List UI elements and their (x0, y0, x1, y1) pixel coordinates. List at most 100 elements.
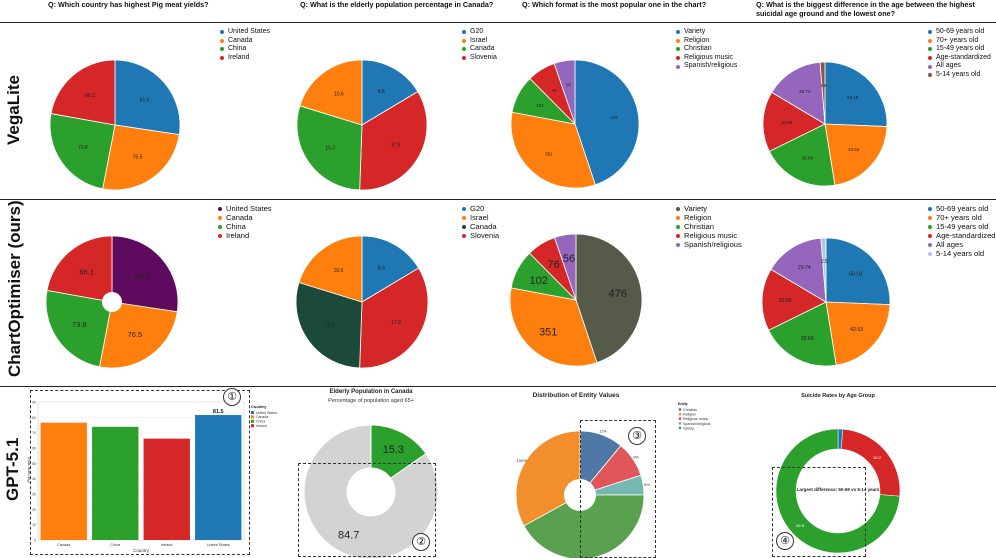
vega-suicide-label: 50.18 (847, 95, 859, 100)
opt-pig-label: 76.5 (128, 330, 143, 339)
legend-item: Religious music (676, 231, 742, 240)
gpt-bar-ytick-label: 50 (32, 462, 36, 466)
vega-format-label: 56 (566, 82, 572, 87)
vega-format-label: 476 (610, 115, 618, 120)
vega-suicide-label: 29.74 (799, 89, 811, 94)
gpt-format-legend-label: Variety (683, 426, 694, 430)
legend-vega-pig: United States Canada China Ireland (220, 28, 270, 62)
opt-format-slice (554, 233, 577, 301)
legend-item: 50-69 years old (928, 204, 996, 213)
opt-suicide-label: 29.74 (798, 265, 811, 271)
badge-4: ④ (776, 532, 794, 550)
badge-1: ① (223, 388, 241, 406)
gpt-format-label: 9% (633, 454, 639, 459)
legend-item: Christian (676, 45, 737, 54)
vega-format-label: 102 (536, 103, 544, 108)
gpt-bar-legend-label: China (256, 420, 265, 424)
opt-pig-slice (99, 301, 178, 369)
legend-item: Religious music (676, 54, 737, 63)
gpt-bar-legend-label: United States (256, 411, 277, 415)
legend-item: 15-49 years old (928, 45, 991, 54)
gpt-format-legend-swatch (678, 421, 682, 425)
opt-pig-center-hole (102, 292, 122, 312)
vega-elderly-slice (361, 59, 419, 126)
gpt-format-slice (523, 494, 645, 558)
legend-item: G20 (462, 28, 497, 37)
legend-item: Christian (676, 222, 742, 231)
opt-pig-slice (45, 289, 113, 368)
opt-suicide-slice (820, 237, 827, 303)
gpt-format-legend-swatch (678, 426, 682, 430)
opt-format-label: 351 (539, 327, 557, 339)
opt-suicide-slice (761, 268, 827, 331)
gpt-format-legend-title: Entity (678, 402, 688, 406)
opt-elderly-slice (295, 282, 363, 369)
gpt-bar-ytick-label: 20 (32, 508, 36, 512)
gpt-elderly-label: 15.3 (383, 444, 404, 456)
gpt-bar (92, 426, 139, 540)
gpt-format-legend-swatch (678, 417, 682, 421)
gpt-bar (143, 438, 190, 540)
gpt-elderly-title: Elderly Population in Canada (329, 389, 413, 395)
vega-suicide-slice (771, 61, 826, 125)
gpt-bar (195, 415, 242, 540)
opt-format-label: 56 (563, 253, 575, 265)
legend-item: 70+ years old (928, 213, 996, 222)
legend-item: Age-standardized (928, 231, 996, 240)
opt-suicide-slice (768, 301, 837, 367)
badge-2: ② (412, 533, 430, 551)
gpt-format-legend-label: Religious music (683, 417, 708, 421)
gpt-bar-ytick-label: 60 (32, 447, 36, 451)
vega-elderly-label: 15.3 (325, 145, 335, 151)
legend-item: Canada (220, 37, 270, 46)
opt-suicide-slice (770, 237, 827, 303)
highlight-box-4 (772, 467, 866, 557)
legend-item: Age-standardized (928, 54, 991, 63)
vega-suicide-slice (819, 61, 826, 125)
legend-item: G20 (462, 204, 499, 213)
gpt-bar-legend-swatch (251, 415, 254, 419)
legend-item: United States (218, 204, 272, 213)
legend-item: Ireland (218, 231, 272, 240)
question-3: Q: Which format is the most popular one … (522, 0, 707, 9)
vega-suicide-label: 30.85 (781, 120, 793, 125)
gpt-bar-xaxis-title: Country (133, 548, 150, 553)
header-divider (0, 22, 996, 23)
opt-elderly-label: 8.6 (378, 265, 385, 271)
highlight-box-2 (298, 463, 436, 557)
legend-item: Slovenia (462, 54, 497, 63)
gpt-format-slice (515, 430, 581, 527)
vega-elderly-slice (359, 91, 428, 191)
legend-item: Canada (462, 222, 499, 231)
gpt-bar-ytick-label: 0 (34, 539, 36, 543)
legend-item: Canada (218, 213, 272, 222)
legend-item: Variety (676, 204, 742, 213)
opt-elderly-slice (298, 235, 363, 303)
vega-suicide-slice (824, 61, 888, 127)
question-1: Q: Which country has highest Pig meat yi… (48, 0, 209, 9)
legend-item: All ages (928, 62, 991, 71)
gpt-bar-legend-swatch (251, 419, 254, 423)
legend-item: Israel (462, 213, 499, 222)
vega-pig-label: 81.5 (140, 97, 150, 103)
legend-item: Canada (462, 45, 497, 54)
gpt-bar-legend-swatch (251, 411, 254, 414)
legend-vega-elderly: G20 Israel Canada Slovenia (462, 28, 497, 62)
opt-pig-slice (111, 235, 179, 313)
legend-vega-suicide: 50-69 years old 70+ years old 15-49 year… (928, 28, 991, 80)
opt-elderly-label: 17.9 (391, 320, 401, 326)
vega-suicide-slice (762, 91, 826, 152)
legend-item: Religion (676, 37, 737, 46)
vega-pig-slice (49, 113, 116, 190)
opt-suicide-slice (825, 301, 891, 366)
legend-item: 5-14 years old (928, 71, 991, 80)
vega-pig-slice (114, 59, 181, 136)
vega-format-slice (510, 111, 596, 189)
gpt-elderly-subtitle: Percentage of population aged 65+ (328, 398, 414, 404)
opt-elderly-slice (359, 267, 429, 369)
gpt-bar-ytick-label: 30 (32, 493, 36, 497)
gpt-format-legend-swatch (678, 412, 682, 416)
gpt-bar-yaxis-title: Pig meat yield (26, 457, 31, 482)
row-divider-1 (0, 199, 996, 200)
gpt-bar (40, 422, 87, 540)
